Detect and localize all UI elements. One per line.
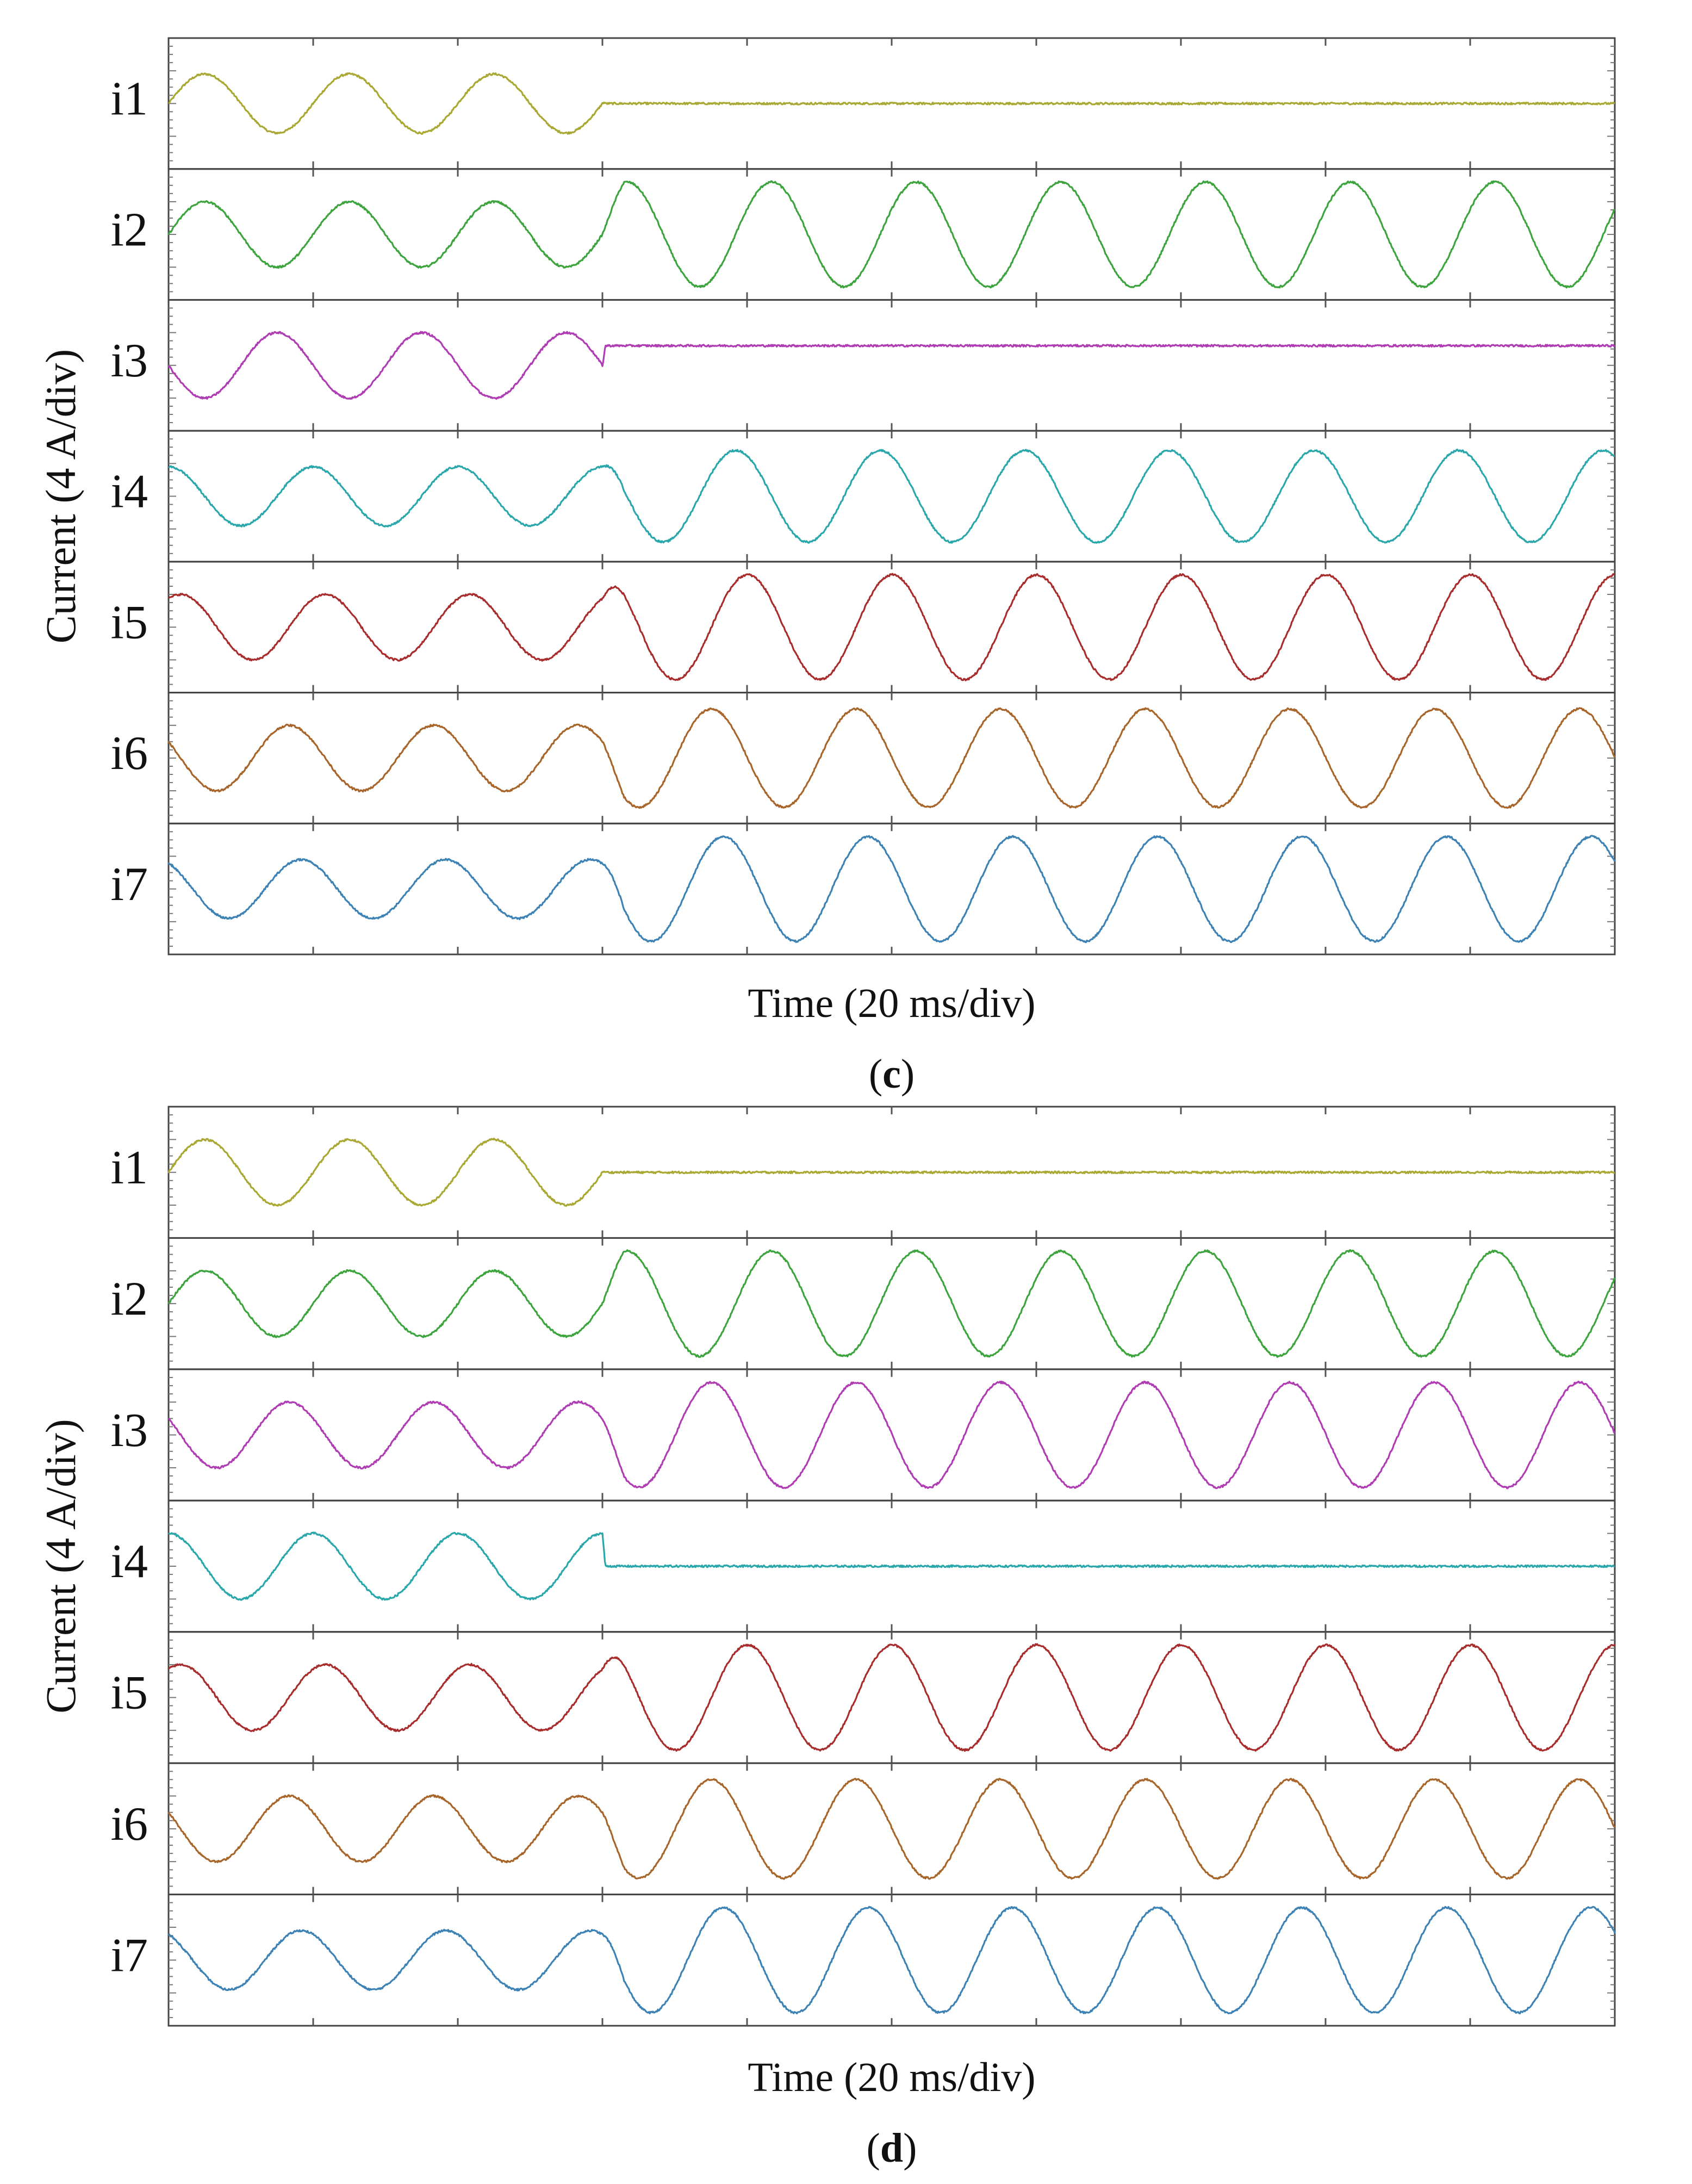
trace-label-i4: i4 xyxy=(111,1535,148,1588)
chart-d: Current (4 A/div) i1 i2 i3 i4 i5 i6 i7 Time (20 … xyxy=(37,1106,1616,2171)
trace-label-i6: i6 xyxy=(111,1798,148,1851)
caption-paren-close: ) xyxy=(901,1051,915,1097)
trace-i3 xyxy=(167,1380,1616,1490)
trace-i2 xyxy=(167,1249,1616,1358)
panel-i5: i5 xyxy=(111,561,1616,694)
trace-label-i7: i7 xyxy=(111,1929,148,1982)
trace-label-i1: i1 xyxy=(111,73,148,126)
chart-c: Current (4 A/div) i1 i2 i3 i4 i5 i6 i7 Time (20 … xyxy=(37,37,1616,1097)
trace-label-i2: i2 xyxy=(111,203,148,256)
panel-i4: i4 xyxy=(111,430,1616,563)
panel-frame xyxy=(167,561,1616,694)
panel-i3: i3 xyxy=(111,299,1616,432)
trace-i1 xyxy=(168,72,1615,135)
panel-i7: i7 xyxy=(111,1894,1616,2027)
subfigure-caption: (c) xyxy=(869,1051,915,1097)
panel-i7: i7 xyxy=(111,822,1616,955)
trace-i4 xyxy=(167,1531,1615,1601)
caption-paren-open: ( xyxy=(867,2125,880,2171)
caption-letter: c xyxy=(882,1051,901,1097)
trace-i5 xyxy=(167,573,1615,681)
panel-i3: i3 xyxy=(111,1368,1616,1502)
panel-frame xyxy=(167,822,1616,955)
trace-i7 xyxy=(168,1906,1616,2015)
trace-label-i6: i6 xyxy=(111,727,148,780)
panel-i1: i1 xyxy=(111,1106,1616,1239)
x-axis-label: Time (20 ms/div) xyxy=(748,2055,1035,2100)
panel-frame xyxy=(167,430,1616,563)
panel-i2: i2 xyxy=(111,1237,1616,1370)
trace-label-i7: i7 xyxy=(111,858,148,911)
panel-i6: i6 xyxy=(111,692,1616,824)
panel-i1: i1 xyxy=(111,37,1616,170)
trace-label-i3: i3 xyxy=(111,334,148,387)
x-axis-label: Time (20 ms/div) xyxy=(748,981,1035,1026)
panel-i6: i6 xyxy=(111,1762,1616,1896)
trace-label-i4: i4 xyxy=(111,466,148,518)
y-axis-label: Current (4 A/div) xyxy=(37,349,84,644)
trace-label-i2: i2 xyxy=(111,1273,148,1325)
caption-paren-close: ) xyxy=(903,2125,917,2171)
trace-i5 xyxy=(168,1643,1616,1752)
trace-label-i5: i5 xyxy=(111,596,148,649)
trace-i1 xyxy=(167,1138,1615,1207)
panel-i5: i5 xyxy=(111,1631,1616,1764)
trace-i3 xyxy=(167,331,1616,400)
subfigure-caption: (d) xyxy=(867,2125,917,2171)
trace-label-i1: i1 xyxy=(111,1141,148,1194)
trace-i2 xyxy=(167,180,1616,289)
panel-i2: i2 xyxy=(111,168,1616,301)
trace-i4 xyxy=(168,449,1615,544)
trace-i6 xyxy=(167,1778,1616,1880)
caption-paren-open: ( xyxy=(869,1051,882,1097)
trace-label-i5: i5 xyxy=(111,1667,148,1720)
caption-letter: d xyxy=(880,2125,903,2171)
y-axis-label: Current (4 A/div) xyxy=(37,1419,84,1714)
panel-i4: i4 xyxy=(111,1499,1616,1633)
panel-frame xyxy=(167,1631,1616,1764)
trace-label-i3: i3 xyxy=(111,1404,148,1457)
trace-i7 xyxy=(167,835,1616,944)
panel-frame xyxy=(167,1894,1616,2027)
trace-i6 xyxy=(167,707,1616,809)
